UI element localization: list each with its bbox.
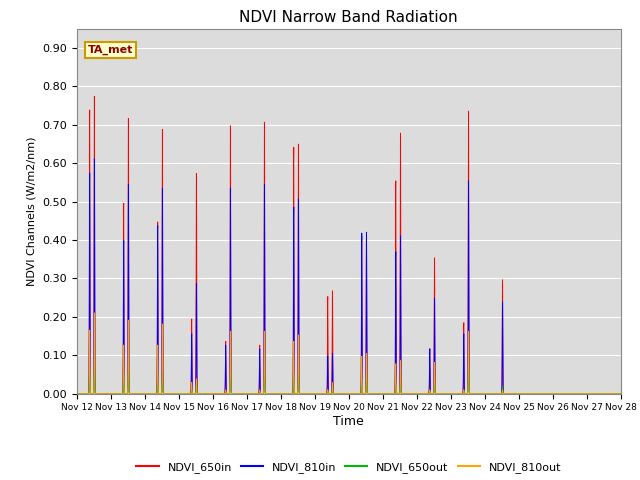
NDVI_650in	[73, 391, 81, 396]
NDVI_650in	[184, 391, 192, 396]
NDVI_810in	[184, 391, 192, 396]
NDVI_810in	[611, 391, 619, 396]
Line: NDVI_810out: NDVI_810out	[77, 313, 621, 394]
NDVI_650out	[534, 391, 541, 396]
NDVI_810in	[617, 391, 625, 396]
Y-axis label: NDVI Channels (W/m2/nm): NDVI Channels (W/m2/nm)	[27, 136, 36, 286]
NDVI_810in	[467, 391, 474, 396]
Legend: NDVI_650in, NDVI_810in, NDVI_650out, NDVI_810out: NDVI_650in, NDVI_810in, NDVI_650out, NDV…	[132, 457, 566, 477]
NDVI_810out	[534, 391, 541, 396]
Text: TA_met: TA_met	[88, 45, 133, 55]
NDVI_810out	[73, 391, 81, 396]
NDVI_650out	[90, 358, 98, 363]
NDVI_650in	[611, 391, 619, 396]
Title: NDVI Narrow Band Radiation: NDVI Narrow Band Radiation	[239, 10, 458, 25]
NDVI_810out	[467, 391, 474, 396]
NDVI_810out	[501, 391, 509, 396]
NDVI_810out	[184, 391, 192, 396]
Line: NDVI_810in: NDVI_810in	[77, 159, 621, 394]
NDVI_650in	[534, 391, 541, 396]
NDVI_650out	[419, 391, 426, 396]
NDVI_650in	[467, 391, 474, 396]
NDVI_810in	[73, 391, 81, 396]
NDVI_650out	[501, 391, 509, 396]
Line: NDVI_650out: NDVI_650out	[77, 360, 621, 394]
NDVI_650in	[501, 391, 509, 396]
NDVI_650in	[617, 391, 625, 396]
NDVI_650out	[184, 391, 192, 396]
NDVI_810in	[501, 391, 509, 396]
NDVI_810in	[534, 391, 541, 396]
NDVI_810out	[611, 391, 619, 396]
NDVI_650out	[467, 391, 474, 396]
X-axis label: Time: Time	[333, 415, 364, 428]
NDVI_650out	[611, 391, 619, 396]
NDVI_810out	[419, 391, 426, 396]
NDVI_810in	[90, 156, 98, 162]
NDVI_810in	[419, 391, 426, 396]
NDVI_810out	[90, 310, 98, 316]
NDVI_810out	[617, 391, 625, 396]
NDVI_650out	[73, 391, 81, 396]
Line: NDVI_650in: NDVI_650in	[77, 96, 621, 394]
NDVI_650out	[617, 391, 625, 396]
NDVI_650in	[90, 94, 98, 99]
NDVI_650in	[419, 391, 426, 396]
